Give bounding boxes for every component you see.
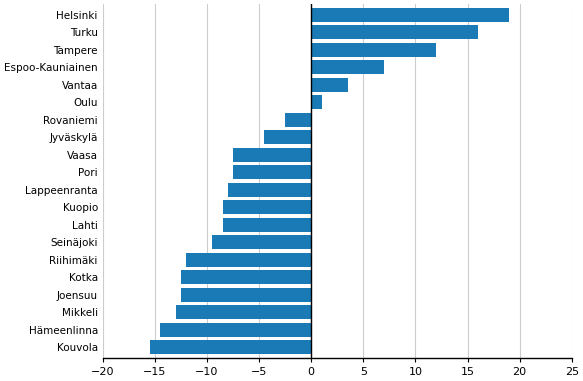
Bar [311, 25, 478, 39]
Bar [311, 60, 384, 74]
Bar [181, 288, 311, 302]
Bar [175, 305, 311, 319]
Bar [228, 183, 311, 197]
Bar [160, 323, 311, 337]
Bar [186, 253, 311, 267]
Bar [233, 165, 311, 179]
Bar [233, 148, 311, 162]
Bar [223, 200, 311, 214]
Bar [212, 235, 311, 249]
Bar [223, 218, 311, 232]
Bar [150, 340, 311, 354]
Bar [311, 43, 436, 57]
Bar [311, 78, 347, 92]
Bar [264, 130, 311, 144]
Bar [311, 95, 322, 109]
Bar [285, 113, 311, 127]
Bar [311, 8, 509, 22]
Bar [181, 270, 311, 284]
